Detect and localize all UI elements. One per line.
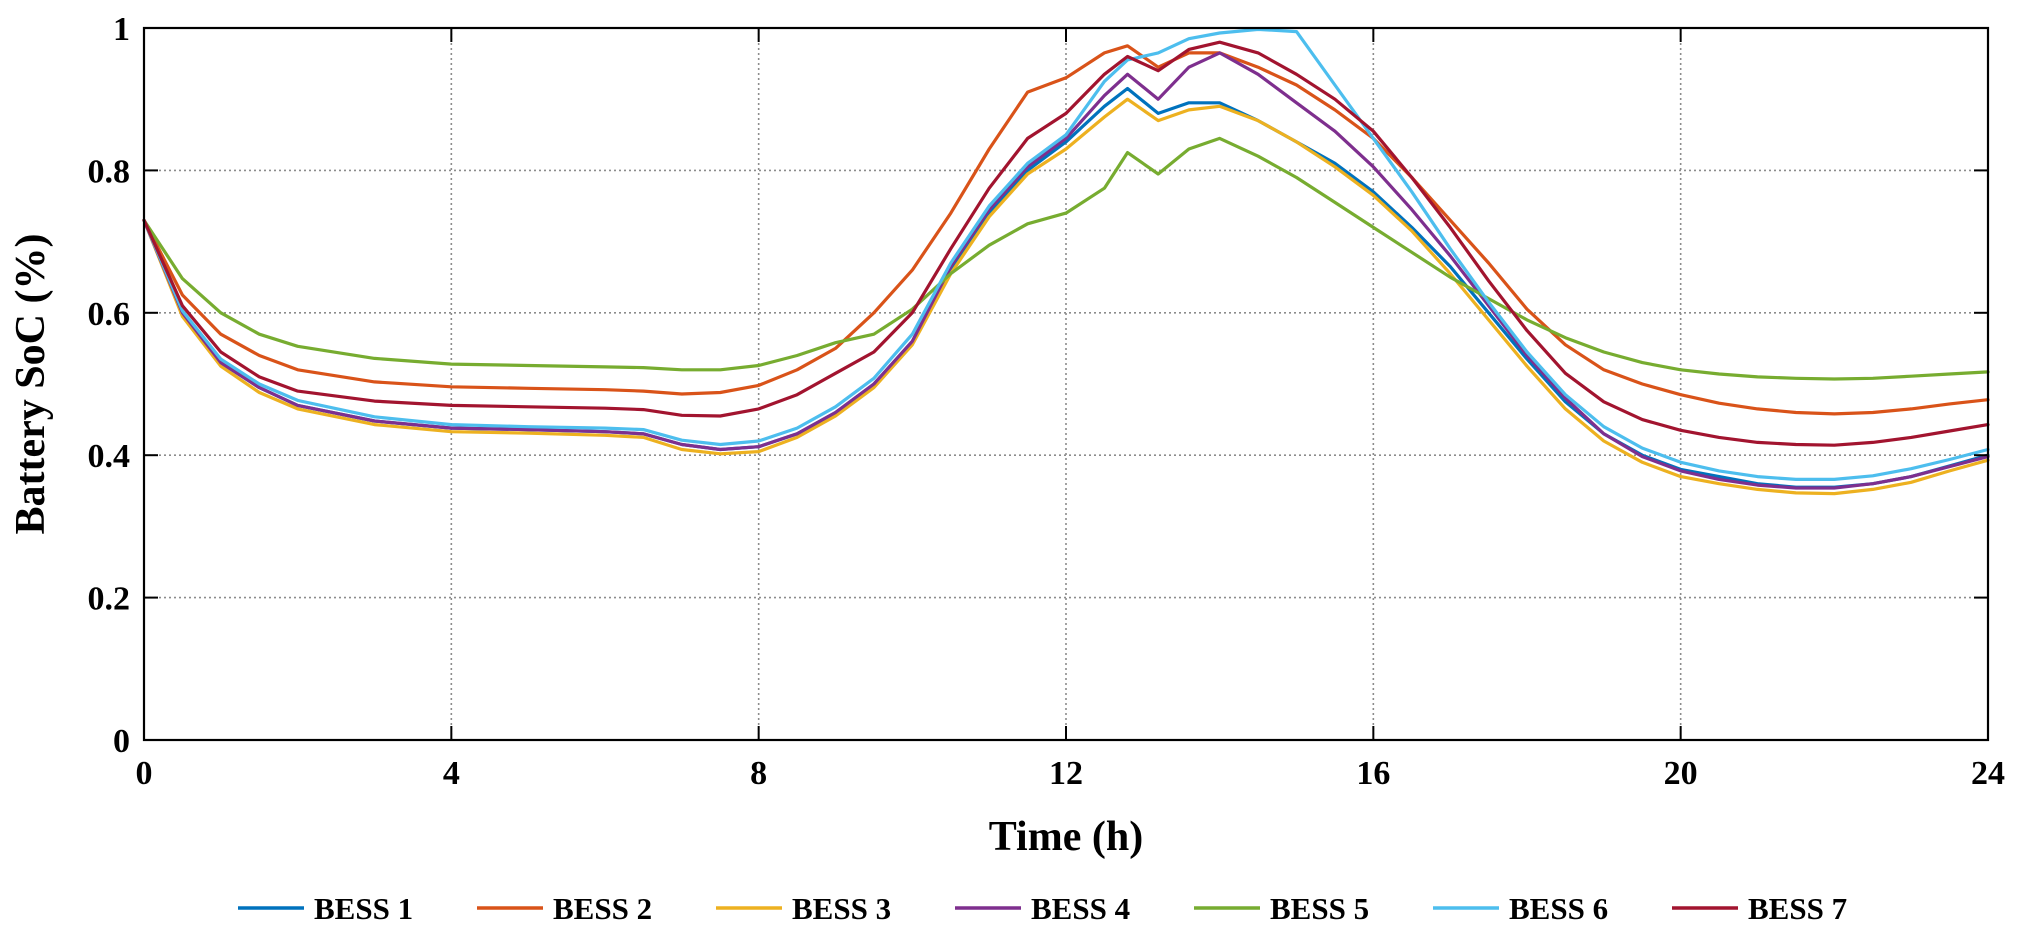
x-tick-label: 12 bbox=[1049, 755, 1083, 792]
y-tick-label: 0.4 bbox=[88, 438, 131, 475]
legend-label: BESS 7 bbox=[1748, 891, 1847, 926]
legend-label: BESS 4 bbox=[1031, 891, 1130, 926]
y-tick-label: 0 bbox=[113, 723, 130, 760]
legend-item-bess-4: BESS 4 bbox=[955, 891, 1130, 926]
x-tick-label: 20 bbox=[1664, 755, 1698, 792]
y-tick-label: 0.8 bbox=[88, 153, 131, 190]
x-tick-label: 16 bbox=[1356, 755, 1390, 792]
series-line-bess-3 bbox=[142, 97, 1990, 496]
series-line-bess-5 bbox=[142, 136, 1990, 381]
series-line-bess-7 bbox=[142, 40, 1990, 447]
tick-marks bbox=[143, 27, 1989, 741]
x-tick-labels: 0 4 8 12 16 20 24 bbox=[136, 755, 2006, 792]
x-tick-label: 4 bbox=[443, 755, 460, 792]
legend-item-bess-2: BESS 2 bbox=[477, 891, 652, 926]
legend-item-bess-1: BESS 1 bbox=[238, 891, 413, 926]
y-axis-title: Battery SoC (%) bbox=[8, 234, 54, 535]
legend-item-bess-7: BESS 7 bbox=[1672, 891, 1847, 926]
legend-label: BESS 1 bbox=[314, 891, 413, 926]
y-tick-label: 0.6 bbox=[88, 296, 131, 333]
x-tick-label: 24 bbox=[1971, 755, 2005, 792]
legend-label: BESS 5 bbox=[1270, 891, 1369, 926]
series-line-bess-4 bbox=[142, 51, 1990, 490]
legend-label: BESS 6 bbox=[1509, 891, 1608, 926]
y-tick-label: 0.2 bbox=[88, 581, 131, 618]
x-tick-label: 8 bbox=[750, 755, 767, 792]
series-lines bbox=[142, 27, 1990, 496]
legend-item-bess-6: BESS 6 bbox=[1433, 891, 1608, 926]
legend: BESS 1 BESS 2 BESS 3 BESS 4 BESS 5 BESS 6 BESS… bbox=[238, 891, 1847, 926]
legend-item-bess-5: BESS 5 bbox=[1194, 891, 1369, 926]
y-tick-label: 1 bbox=[113, 11, 130, 48]
x-axis-title: Time (h) bbox=[989, 814, 1143, 860]
series-line-bess-6 bbox=[142, 27, 1990, 481]
y-tick-labels: 0 0.2 0.4 0.6 0.8 1 bbox=[88, 11, 131, 760]
legend-label: BESS 2 bbox=[553, 891, 652, 926]
x-tick-label: 0 bbox=[136, 755, 153, 792]
legend-label: BESS 3 bbox=[792, 891, 891, 926]
legend-item-bess-3: BESS 3 bbox=[716, 891, 891, 926]
